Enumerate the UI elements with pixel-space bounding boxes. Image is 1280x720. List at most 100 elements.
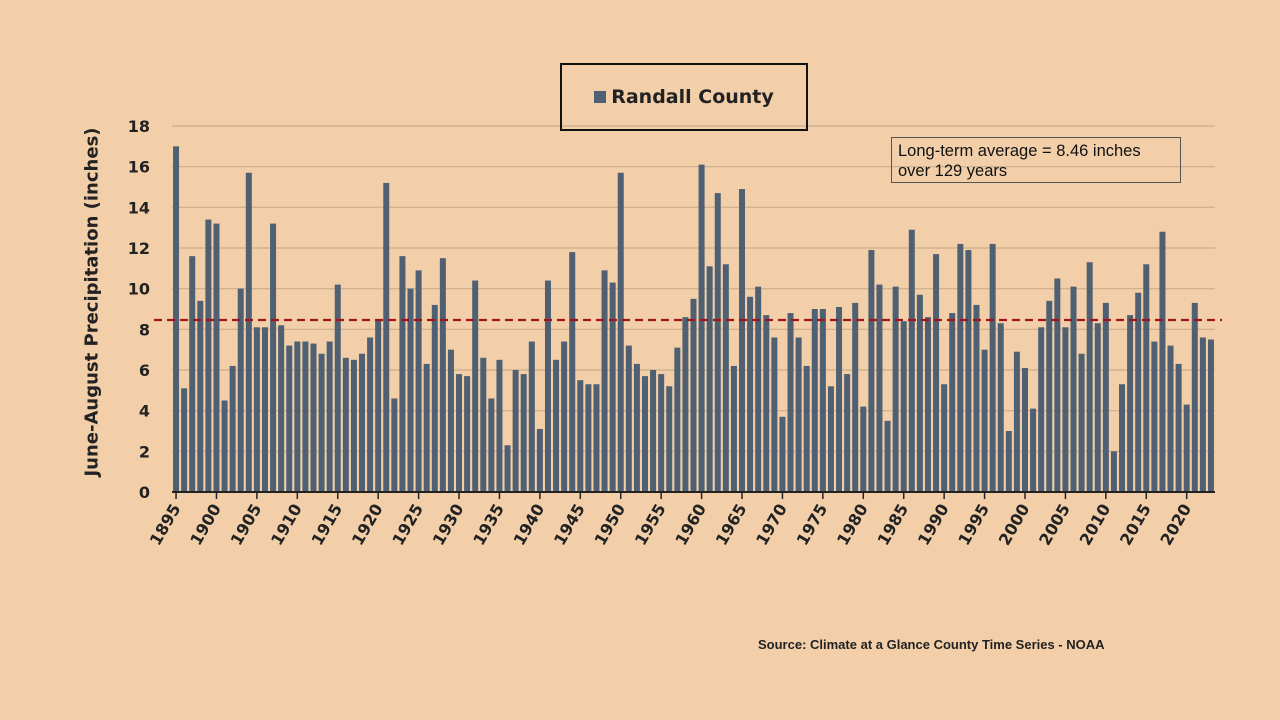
bar-1915 xyxy=(334,284,341,492)
bar-1899 xyxy=(205,219,212,493)
bar-1929 xyxy=(447,349,454,492)
bar-1986 xyxy=(908,229,915,492)
average-annotation: Long-term average = 8.46 inches over 129… xyxy=(891,137,1181,183)
bar-1917 xyxy=(350,359,357,492)
x-tick-label: 1920 xyxy=(348,501,387,549)
bar-1918 xyxy=(359,353,366,492)
bar-2016 xyxy=(1151,341,1158,492)
x-tick-label: 1905 xyxy=(227,501,266,549)
x-tick-label: 1910 xyxy=(267,501,306,549)
bar-1933 xyxy=(480,357,487,492)
x-tick-label: 1950 xyxy=(590,501,629,549)
bar-1944 xyxy=(569,252,576,492)
bar-1932 xyxy=(472,280,479,492)
bar-1925 xyxy=(415,270,422,492)
bar-1942 xyxy=(553,359,560,492)
bar-2023 xyxy=(1207,339,1214,492)
bar-1921 xyxy=(383,182,390,492)
bar-2005 xyxy=(1062,327,1069,492)
bar-1914 xyxy=(326,341,333,492)
x-tick-label: 1935 xyxy=(469,501,508,549)
bar-2010 xyxy=(1102,302,1109,492)
bar-2022 xyxy=(1199,337,1206,492)
bar-1955 xyxy=(658,374,665,492)
bar-1919 xyxy=(367,337,374,492)
x-tick-label: 1990 xyxy=(914,501,953,549)
x-tick-label: 1955 xyxy=(631,501,670,549)
bar-1946 xyxy=(585,384,592,492)
bar-1911 xyxy=(302,341,309,492)
bar-1963 xyxy=(722,264,729,492)
x-tick-label: 1915 xyxy=(307,501,346,549)
y-axis-label: June-August Precipitation (inches) xyxy=(81,127,103,477)
bar-1898 xyxy=(197,300,204,492)
bar-1947 xyxy=(593,384,600,492)
bar-1967 xyxy=(755,286,762,492)
y-tick-label: 16 xyxy=(128,158,150,177)
bar-2015 xyxy=(1143,264,1150,492)
bar-1961 xyxy=(706,266,713,492)
bar-1920 xyxy=(375,319,382,492)
bar-1979 xyxy=(852,302,859,492)
y-tick-label: 4 xyxy=(139,402,150,421)
bar-1926 xyxy=(423,363,430,492)
bar-1906 xyxy=(261,327,268,492)
bar-1901 xyxy=(221,400,228,492)
bar-1983 xyxy=(884,420,891,492)
bar-1984 xyxy=(892,286,899,492)
bar-2002 xyxy=(1038,327,1045,492)
x-tick-label: 2005 xyxy=(1035,501,1074,549)
bar-1905 xyxy=(253,327,260,492)
x-tick-label: 1945 xyxy=(550,501,589,549)
bar-1945 xyxy=(577,380,584,492)
bar-1993 xyxy=(965,250,972,492)
bar-2014 xyxy=(1135,292,1142,492)
bar-1913 xyxy=(318,353,325,492)
bar-2012 xyxy=(1119,384,1126,492)
y-tick-label: 6 xyxy=(139,361,150,380)
bar-1928 xyxy=(439,258,446,492)
y-tick-label: 14 xyxy=(128,198,150,217)
bar-2008 xyxy=(1086,262,1093,492)
bar-1966 xyxy=(747,296,754,492)
y-tick-label: 0 xyxy=(139,483,150,502)
bar-1907 xyxy=(270,223,277,492)
bar-1916 xyxy=(342,357,349,492)
bar-1940 xyxy=(536,428,543,492)
bar-1930 xyxy=(456,374,463,492)
bar-1948 xyxy=(601,270,608,492)
bar-1978 xyxy=(844,374,851,492)
bar-1939 xyxy=(528,341,535,492)
bar-1954 xyxy=(650,370,657,492)
bar-2007 xyxy=(1078,353,1085,492)
y-tick-label: 10 xyxy=(128,280,150,299)
bar-1997 xyxy=(997,323,1004,492)
bar-1952 xyxy=(633,363,640,492)
bar-2001 xyxy=(1030,408,1037,492)
bar-1936 xyxy=(504,445,511,492)
x-tick-label: 2015 xyxy=(1116,501,1155,549)
x-tick-label: 1940 xyxy=(510,501,549,549)
bar-1973 xyxy=(803,365,810,492)
bar-1953 xyxy=(641,376,648,492)
bar-2006 xyxy=(1070,286,1077,492)
x-tick-label: 1925 xyxy=(388,501,427,549)
bar-1909 xyxy=(286,345,293,492)
bar-1968 xyxy=(763,315,770,492)
bar-1985 xyxy=(900,321,907,492)
legend: Randall County xyxy=(560,63,808,131)
bar-1959 xyxy=(690,298,697,492)
bar-1974 xyxy=(811,309,818,492)
bar-1951 xyxy=(625,345,632,492)
bar-1957 xyxy=(674,347,681,492)
bar-1965 xyxy=(739,189,746,493)
y-tick-label: 2 xyxy=(139,442,150,461)
bar-1972 xyxy=(795,337,802,492)
x-tick-label: 1900 xyxy=(186,501,225,549)
bar-2021 xyxy=(1191,302,1198,492)
x-tick-label: 2000 xyxy=(995,501,1034,549)
x-tick-label: 1895 xyxy=(146,501,185,549)
bar-1981 xyxy=(868,250,875,492)
x-tick-label: 2020 xyxy=(1156,501,1195,549)
